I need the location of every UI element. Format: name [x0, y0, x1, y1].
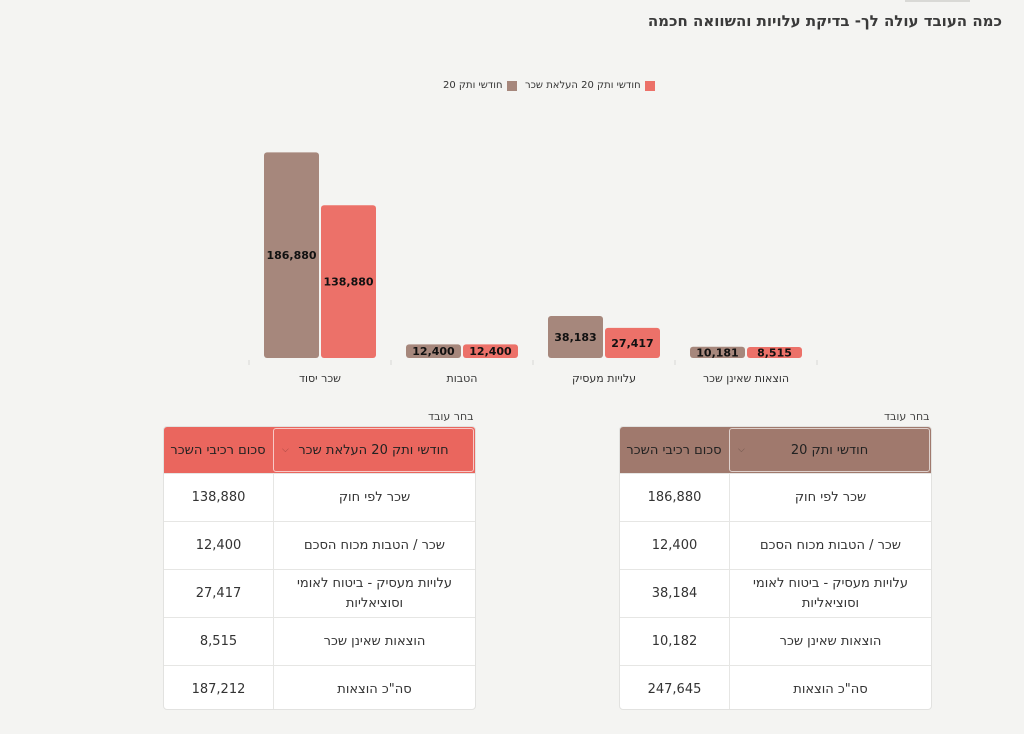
row-value: 186,880	[647, 490, 702, 505]
row-value: 247,645	[647, 682, 702, 697]
x-axis-category-label: הטבות	[447, 372, 478, 385]
right-sum-header: סכום רכיבי השכר	[626, 442, 722, 458]
row-value: 12,400	[651, 538, 698, 553]
row-value: 12,400	[195, 538, 242, 553]
legend-swatch-base	[506, 80, 517, 91]
bar-raise-3[interactable]	[747, 347, 802, 358]
bar-base-0[interactable]	[264, 152, 319, 358]
right-table-header: חודשי ותק 20 ⌵ סכום רכיבי השכר	[620, 427, 931, 473]
bar-chart: 186,880 138,880 שכר יסוד 12,400 12,400 הטבות 3…	[248, 152, 818, 385]
bar-raise-0[interactable]	[321, 205, 376, 358]
left-picker-label: בחר עובד	[428, 410, 474, 423]
chevron-down-icon: ⌵	[738, 445, 745, 455]
bar-base-1[interactable]	[406, 344, 461, 358]
data-label: 12,400	[412, 345, 455, 358]
bar-base-2[interactable]	[548, 315, 603, 358]
row-label: עלויות מעסיק - ביטוח לאומי וסוציאליות	[729, 570, 931, 617]
top-divider	[905, 0, 970, 2]
legend-label-base: חודשי ותק 20	[443, 80, 503, 91]
legend-item-raise[interactable]: חודשי ותק 20 העלאת שכר	[525, 80, 655, 91]
bar-raise-2[interactable]	[605, 327, 660, 358]
data-label: 38,183	[554, 331, 596, 344]
row-value: 138,880	[191, 490, 246, 505]
row-value: 27,417	[195, 586, 242, 601]
right-employee-select[interactable]: חודשי ותק 20 ⌵	[729, 428, 930, 472]
left-comparison-table: חודשי ותק 20 העלאת שכר ⌵ סכום רכיבי השכר…	[163, 426, 476, 710]
page-title: כמה העובד עולה לך- בדיקת עלויות והשוואה …	[647, 12, 1002, 30]
row-value: 10,182	[651, 634, 698, 649]
table-row: עלויות מעסיק - ביטוח לאומי וסוציאליות 38,…	[620, 569, 931, 617]
row-label: שכר / הטבות מכוח הסכם	[729, 522, 931, 569]
data-label: 186,880	[266, 249, 316, 262]
left-employee-select[interactable]: חודשי ותק 20 העלאת שכר ⌵	[273, 428, 474, 472]
row-label: שכר לפי חוק	[273, 474, 475, 521]
x-axis-category-label: עלויות מעסיק	[572, 372, 636, 385]
table-row: עלויות מעסיק - ביטוח לאומי וסוציאליות 27,…	[164, 569, 475, 617]
left-table-header: חודשי ותק 20 העלאת שכר ⌵ סכום רכיבי השכר	[164, 427, 475, 473]
table-row: הוצאות שאינן שכר 8,515	[164, 617, 475, 665]
data-label: 12,400	[469, 345, 512, 358]
table-row: שכר לפי חוק 186,880	[620, 473, 931, 521]
bar-raise-1[interactable]	[463, 344, 518, 358]
table-row: שכר לפי חוק 138,880	[164, 473, 475, 521]
table-row: הוצאות שאינן שכר 10,182	[620, 617, 931, 665]
x-axis-category-label: שכר יסוד	[299, 372, 341, 385]
left-sum-header: סכום רכיבי השכר	[170, 442, 266, 458]
right-employee-select-value: חודשי ותק 20	[790, 442, 869, 458]
legend-swatch-raise	[644, 80, 655, 91]
row-label: שכר לפי חוק	[729, 474, 931, 521]
row-label: הוצאות שאינן שכר	[729, 618, 931, 665]
right-comparison-table: חודשי ותק 20 ⌵ סכום רכיבי השכר שכר לפי ח…	[619, 426, 932, 710]
row-value: 38,184	[651, 586, 698, 601]
data-label: 138,880	[323, 276, 373, 289]
table-row: סה"כ הוצאות 247,645	[620, 665, 931, 709]
row-value: 187,212	[191, 682, 246, 697]
table-row: סה"כ הוצאות 187,212	[164, 665, 475, 709]
data-label: 8,515	[757, 347, 792, 360]
row-label: עלויות מעסיק - ביטוח לאומי וסוציאליות	[273, 570, 475, 617]
right-picker-label: בחר עובד	[884, 410, 930, 423]
table-row: שכר / הטבות מכוח הסכם 12,400	[164, 521, 475, 569]
data-label: 27,417	[611, 337, 653, 350]
chart-legend: חודשי ותק 20 העלאת שכר חודשי ותק 20	[0, 80, 1024, 96]
table-row: שכר / הטבות מכוח הסכם 12,400	[620, 521, 931, 569]
row-value: 8,515	[199, 634, 238, 649]
row-label: שכר / הטבות מכוח הסכם	[273, 522, 475, 569]
bar-base-3[interactable]	[690, 346, 745, 358]
data-label: 10,181	[696, 346, 738, 359]
x-axis-category-label: הוצאות שאינן שכר	[703, 372, 789, 385]
left-employee-select-value: חודשי ותק 20 העלאת שכר	[298, 442, 449, 458]
legend-item-base[interactable]: חודשי ותק 20	[443, 80, 517, 91]
row-label: הוצאות שאינן שכר	[273, 618, 475, 665]
chevron-down-icon: ⌵	[282, 445, 289, 455]
legend-label-raise: חודשי ותק 20 העלאת שכר	[525, 80, 641, 91]
row-label: סה"כ הוצאות	[729, 666, 931, 709]
row-label: סה"כ הוצאות	[273, 666, 475, 709]
